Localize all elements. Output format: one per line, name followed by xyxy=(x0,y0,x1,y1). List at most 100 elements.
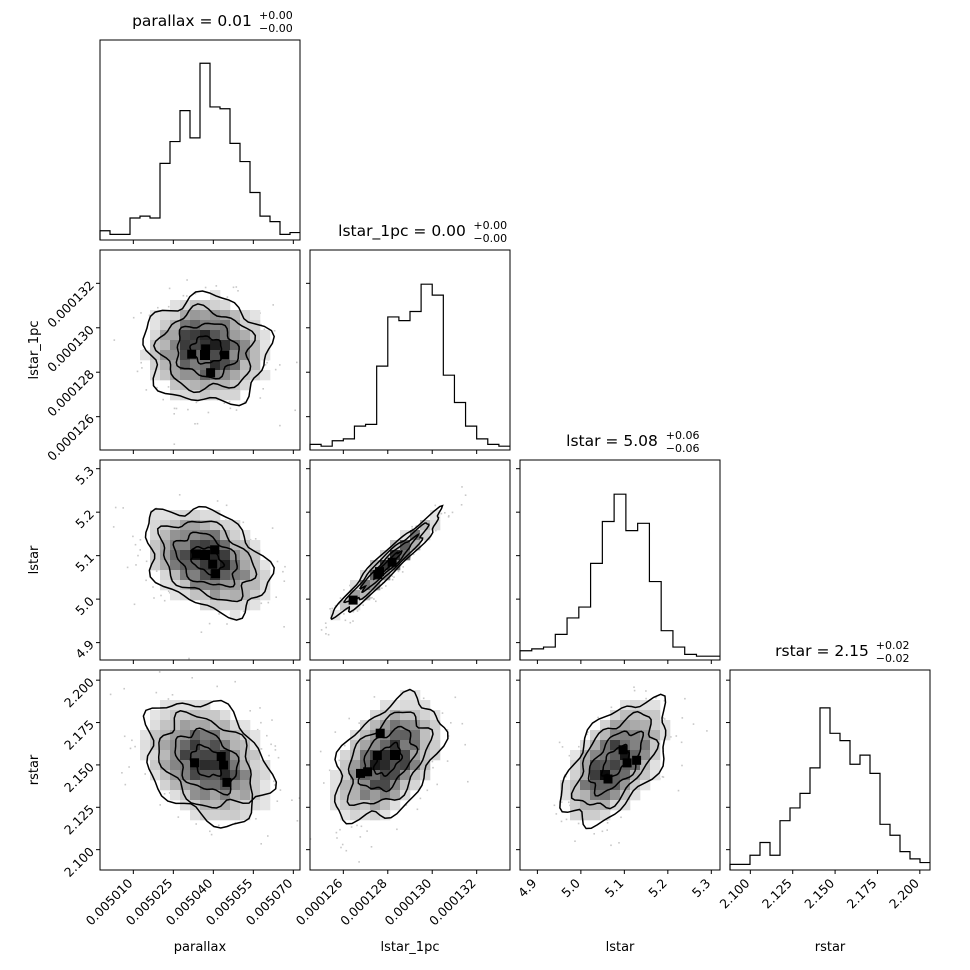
density-cell xyxy=(380,730,391,741)
density-cell xyxy=(250,350,261,361)
sample-point xyxy=(194,423,196,425)
density-cell xyxy=(630,790,641,801)
contour-4 xyxy=(333,688,449,825)
pair-panel-lstar_1pc-lstar xyxy=(283,459,511,664)
sample-point xyxy=(283,662,285,664)
sample-point xyxy=(431,760,434,763)
sample-point xyxy=(373,696,376,698)
sample-point xyxy=(139,539,142,541)
sample-point xyxy=(464,494,467,496)
density-cell xyxy=(230,720,241,731)
sample-point xyxy=(128,766,130,768)
sample-point xyxy=(210,700,212,702)
density-cell xyxy=(640,750,651,761)
density-cell xyxy=(190,800,201,811)
sample-point xyxy=(448,515,450,517)
sample-point xyxy=(381,587,383,589)
density-cell xyxy=(200,520,211,531)
density-cell xyxy=(170,330,181,341)
density-cell xyxy=(260,780,271,791)
x-tick-label-rstar: 2.200 xyxy=(886,875,922,911)
tick-group xyxy=(306,679,478,874)
density-cell xyxy=(250,310,261,321)
density-cell xyxy=(400,750,411,761)
density-cell xyxy=(180,710,191,721)
sample-point xyxy=(417,528,420,531)
sample-point xyxy=(323,782,325,784)
density-cell xyxy=(210,530,221,541)
density-cell xyxy=(250,320,261,331)
sample-point xyxy=(402,566,404,568)
sample-point xyxy=(706,730,708,732)
density-cell xyxy=(220,310,231,321)
density-cell xyxy=(250,780,261,791)
density-cell xyxy=(190,370,201,381)
sample-point xyxy=(633,689,636,692)
density-cell xyxy=(250,370,261,381)
density-cell xyxy=(230,610,241,621)
density-cell xyxy=(340,750,351,761)
density-cell xyxy=(240,790,251,801)
sample-point xyxy=(235,286,238,288)
x-tick-label-lstar_1pc: 0.000126 xyxy=(293,875,346,928)
density-cell xyxy=(330,780,341,791)
density-cell xyxy=(230,520,241,531)
density-cell xyxy=(190,570,201,581)
density-cell xyxy=(180,800,191,811)
density-cell xyxy=(400,770,411,781)
sample-point xyxy=(160,594,162,597)
density-cell xyxy=(590,730,601,741)
density-cell xyxy=(230,790,241,801)
sample-point xyxy=(370,846,373,848)
density-cell xyxy=(150,370,161,381)
density-cell xyxy=(360,730,371,741)
sample-point xyxy=(415,525,418,527)
sample-point xyxy=(284,565,286,568)
sample-point xyxy=(173,443,176,445)
density-cell xyxy=(580,740,591,751)
density-cell xyxy=(210,600,221,611)
sample-point xyxy=(618,842,620,844)
density-cell xyxy=(580,790,591,801)
sample-point xyxy=(327,633,330,636)
density-cell xyxy=(170,380,181,391)
density-cell xyxy=(230,350,241,361)
sample-point xyxy=(134,745,136,748)
y-tick-label-lstar_1pc: 0.000126 xyxy=(44,411,97,464)
density-cell xyxy=(420,740,431,751)
sample-point xyxy=(320,629,323,631)
density-cell xyxy=(210,590,221,601)
density-peak xyxy=(191,549,201,559)
pair-panel-lstar-rstar xyxy=(519,669,721,871)
density-cell xyxy=(240,370,251,381)
density-cell xyxy=(200,740,211,751)
sample-point xyxy=(155,570,158,572)
density-cell xyxy=(340,810,351,821)
sample-point xyxy=(568,754,571,757)
density-cell xyxy=(360,790,371,801)
density-cell xyxy=(190,530,201,541)
sample-point xyxy=(271,527,274,529)
sample-point xyxy=(216,500,219,502)
density-cell xyxy=(380,780,391,791)
density-peak xyxy=(208,559,218,569)
sample-point xyxy=(207,411,210,414)
title-rstar: rstar = 2.15 xyxy=(775,642,869,660)
density-cell xyxy=(410,770,421,781)
density-cell xyxy=(240,590,251,601)
sample-point xyxy=(196,422,199,425)
density-cell xyxy=(250,800,261,811)
contour-2 xyxy=(359,532,420,594)
density-cell xyxy=(220,360,231,371)
sample-point xyxy=(338,759,341,762)
density-cell xyxy=(210,790,221,801)
sample-point xyxy=(267,835,269,837)
sample-point xyxy=(279,789,282,791)
density-cell xyxy=(200,760,211,771)
density-cell xyxy=(590,750,601,761)
density-cell xyxy=(180,380,191,391)
density-cell xyxy=(150,750,161,761)
density-cell xyxy=(260,570,271,581)
density-cell xyxy=(640,730,651,741)
density-cell xyxy=(250,580,261,591)
